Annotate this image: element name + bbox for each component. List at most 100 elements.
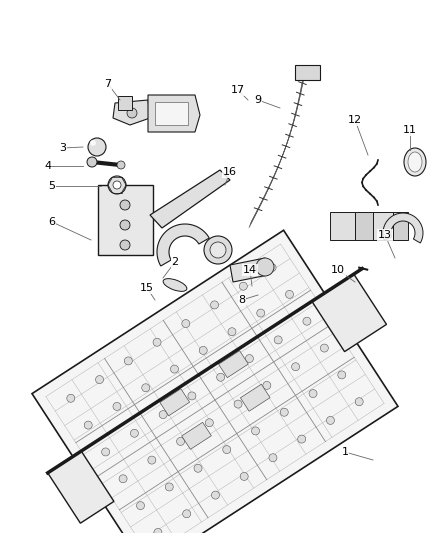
Circle shape bbox=[257, 309, 265, 317]
Polygon shape bbox=[150, 170, 230, 228]
Circle shape bbox=[205, 419, 213, 427]
Ellipse shape bbox=[408, 152, 422, 172]
Circle shape bbox=[228, 328, 236, 336]
Circle shape bbox=[263, 382, 271, 390]
Polygon shape bbox=[393, 212, 408, 240]
Circle shape bbox=[87, 157, 97, 167]
Text: 5: 5 bbox=[49, 181, 56, 191]
Circle shape bbox=[165, 483, 173, 491]
Circle shape bbox=[67, 394, 75, 402]
Circle shape bbox=[108, 176, 126, 194]
Text: 14: 14 bbox=[243, 265, 257, 275]
Polygon shape bbox=[160, 389, 190, 416]
Polygon shape bbox=[295, 65, 320, 80]
Circle shape bbox=[131, 429, 138, 437]
Text: 1: 1 bbox=[342, 447, 349, 457]
Text: 15: 15 bbox=[140, 283, 154, 293]
Circle shape bbox=[326, 416, 335, 424]
Circle shape bbox=[120, 220, 130, 230]
Circle shape bbox=[240, 472, 248, 480]
Circle shape bbox=[154, 528, 162, 533]
Circle shape bbox=[84, 421, 92, 429]
Polygon shape bbox=[330, 212, 355, 240]
Circle shape bbox=[217, 373, 225, 381]
Polygon shape bbox=[373, 212, 393, 240]
Text: 9: 9 bbox=[254, 95, 261, 105]
Circle shape bbox=[148, 456, 156, 464]
FancyBboxPatch shape bbox=[118, 96, 132, 110]
Circle shape bbox=[119, 475, 127, 483]
Text: 16: 16 bbox=[223, 167, 237, 177]
Circle shape bbox=[177, 438, 184, 446]
Polygon shape bbox=[148, 95, 200, 132]
Circle shape bbox=[120, 240, 130, 250]
Circle shape bbox=[88, 138, 106, 156]
Polygon shape bbox=[240, 384, 270, 411]
Text: 10: 10 bbox=[331, 265, 345, 275]
Circle shape bbox=[102, 448, 110, 456]
Circle shape bbox=[211, 301, 219, 309]
Circle shape bbox=[113, 402, 121, 410]
Circle shape bbox=[355, 398, 363, 406]
Circle shape bbox=[113, 181, 121, 189]
Text: 13: 13 bbox=[378, 230, 392, 240]
Polygon shape bbox=[312, 274, 386, 352]
Circle shape bbox=[95, 376, 103, 384]
Circle shape bbox=[188, 392, 196, 400]
Circle shape bbox=[239, 282, 247, 290]
Circle shape bbox=[142, 384, 150, 392]
Text: 11: 11 bbox=[403, 125, 417, 135]
Circle shape bbox=[298, 435, 306, 443]
Circle shape bbox=[256, 258, 274, 276]
Circle shape bbox=[251, 427, 260, 435]
Ellipse shape bbox=[404, 148, 426, 176]
Circle shape bbox=[159, 410, 167, 418]
Polygon shape bbox=[98, 185, 153, 255]
Circle shape bbox=[274, 336, 282, 344]
Text: 4: 4 bbox=[44, 161, 52, 171]
Circle shape bbox=[309, 390, 317, 398]
Circle shape bbox=[320, 344, 328, 352]
Polygon shape bbox=[113, 100, 150, 125]
Circle shape bbox=[286, 290, 293, 298]
Text: 6: 6 bbox=[49, 217, 56, 227]
Text: 8: 8 bbox=[238, 295, 246, 305]
Circle shape bbox=[338, 371, 346, 379]
Polygon shape bbox=[48, 451, 114, 523]
Circle shape bbox=[303, 317, 311, 325]
Ellipse shape bbox=[163, 279, 187, 292]
Text: 3: 3 bbox=[60, 143, 67, 153]
Circle shape bbox=[223, 446, 231, 454]
Circle shape bbox=[269, 454, 277, 462]
Circle shape bbox=[204, 236, 232, 264]
Circle shape bbox=[245, 354, 254, 362]
Circle shape bbox=[117, 161, 125, 169]
Circle shape bbox=[194, 464, 202, 472]
Circle shape bbox=[137, 502, 145, 510]
Polygon shape bbox=[230, 258, 268, 282]
Polygon shape bbox=[32, 230, 398, 533]
Circle shape bbox=[124, 357, 132, 365]
Circle shape bbox=[212, 491, 219, 499]
Circle shape bbox=[183, 510, 191, 518]
Circle shape bbox=[234, 400, 242, 408]
Text: 12: 12 bbox=[348, 115, 362, 125]
Polygon shape bbox=[355, 212, 373, 240]
Polygon shape bbox=[383, 213, 423, 243]
Circle shape bbox=[127, 108, 137, 118]
Text: 7: 7 bbox=[104, 79, 112, 89]
Circle shape bbox=[90, 140, 96, 146]
Circle shape bbox=[210, 242, 226, 258]
Text: 2: 2 bbox=[171, 257, 179, 267]
Polygon shape bbox=[157, 224, 209, 266]
Circle shape bbox=[182, 320, 190, 328]
Polygon shape bbox=[182, 422, 212, 449]
Polygon shape bbox=[219, 351, 248, 378]
Circle shape bbox=[120, 200, 130, 210]
Circle shape bbox=[292, 363, 300, 371]
Circle shape bbox=[170, 365, 178, 373]
Circle shape bbox=[153, 338, 161, 346]
Circle shape bbox=[199, 346, 207, 354]
Circle shape bbox=[280, 408, 288, 416]
Text: 17: 17 bbox=[231, 85, 245, 95]
